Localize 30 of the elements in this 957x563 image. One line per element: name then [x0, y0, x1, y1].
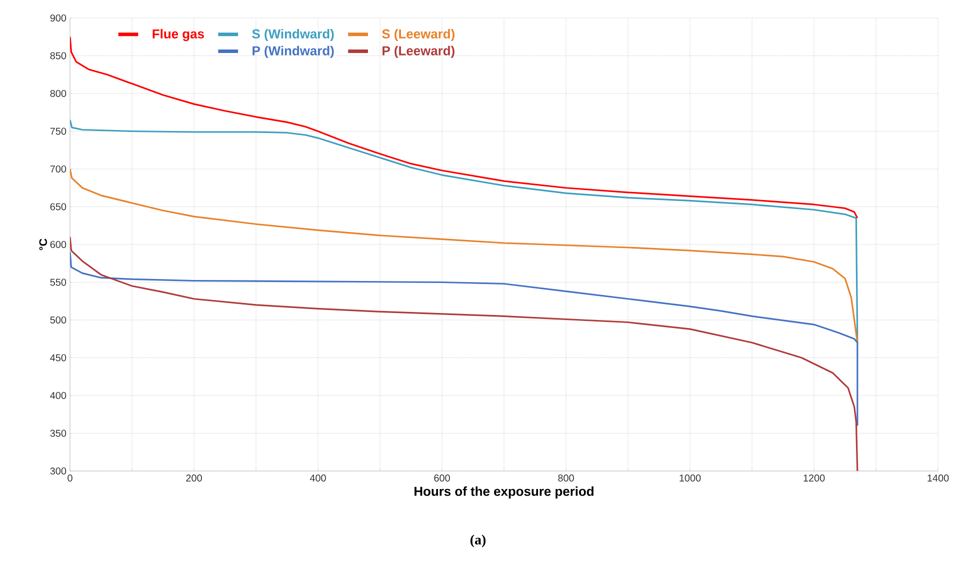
y-tick-label: 400	[50, 392, 66, 400]
y-axis-title: °C	[39, 238, 48, 250]
x-tick-label: 1000	[680, 474, 701, 482]
y-tick-label: 500	[50, 316, 66, 324]
y-tick-label: 750	[50, 128, 66, 135]
y-tick-label: 300	[50, 467, 66, 475]
x-tick-label: 600	[434, 474, 450, 482]
legend-label: S (Leeward)	[382, 28, 454, 42]
x-tick-label: 1400	[928, 474, 949, 482]
y-tick-label: 550	[50, 278, 66, 286]
y-tick-label: 650	[50, 203, 66, 210]
x-tick-label: 400	[310, 474, 326, 482]
x-tick-label: 0	[68, 474, 72, 482]
x-tick-label: 800	[558, 474, 574, 482]
text: (a)	[470, 534, 486, 548]
legend-label: S (Windward)	[252, 28, 334, 42]
y-tick-label: 350	[50, 430, 66, 437]
legend-label: P (Windward)	[252, 46, 334, 58]
y-tick-label: 700	[50, 165, 66, 173]
x-tick-label: 200	[186, 474, 202, 482]
y-tick-label: 850	[50, 52, 66, 60]
y-tick-label: 800	[50, 90, 66, 98]
legend-label: Flue gas	[152, 28, 204, 42]
x-tick-label: 1200	[804, 474, 825, 482]
y-tick-label: 450	[50, 354, 66, 362]
line-series	[70, 168, 858, 344]
legend-label: P (Leeward)	[382, 46, 454, 58]
y-tick-label: 900	[50, 14, 66, 22]
x-axis-title: Hours of the exposure period	[414, 486, 594, 498]
y-tick-label: 600	[50, 240, 66, 248]
